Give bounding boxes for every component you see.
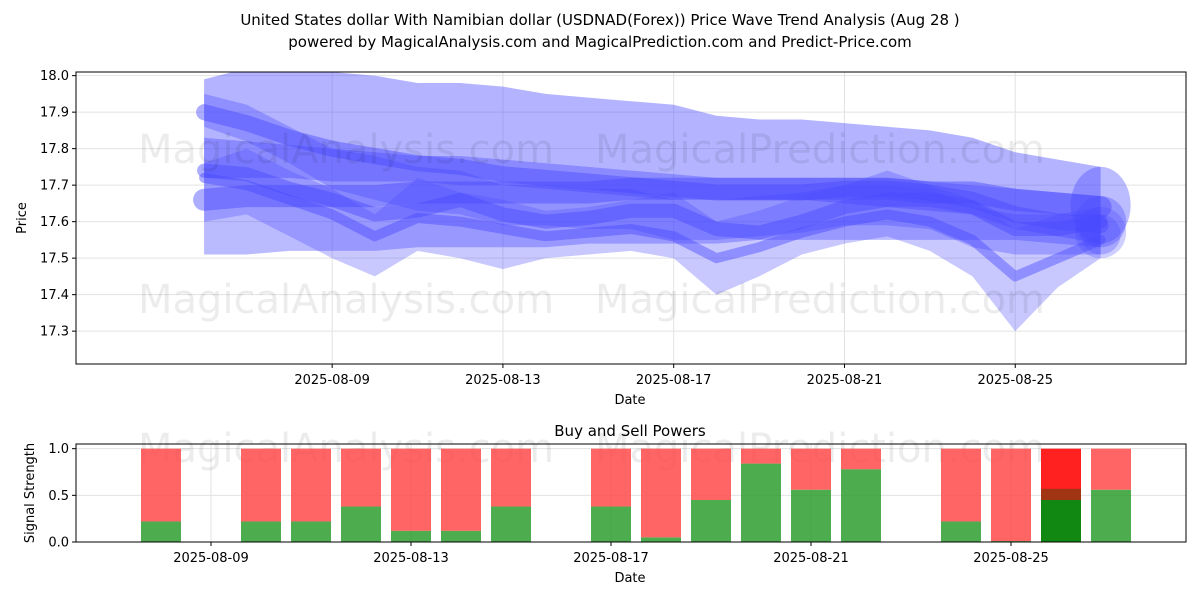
wave-line-1 (197, 163, 1108, 240)
sell-bar-17 (591, 448, 631, 507)
buy-bar-14 (441, 530, 481, 542)
buy-bar-13 (391, 530, 431, 542)
price-y-tick-label: 18.0 (40, 69, 69, 84)
wave-band-2 (204, 148, 1101, 332)
buy-bar-8 (141, 521, 181, 542)
signal-bars (141, 448, 1131, 542)
buy-bar-18 (641, 537, 681, 542)
price-y-tick-label: 17.9 (40, 106, 69, 121)
buy-bar-21 (791, 489, 831, 542)
sell-bar-24 (941, 448, 981, 522)
signal-y-tick-label: 0.5 (48, 489, 69, 504)
wave-band-1 (204, 137, 1101, 255)
price-x-tick-label: 2025-08-13 (465, 373, 541, 388)
wave-band-3 (204, 93, 1101, 255)
signal-x-tick-label: 2025-08-09 (173, 551, 249, 566)
sell-bar-18 (641, 448, 681, 538)
buy-bar-17 (591, 506, 631, 542)
price-y-tick-label: 17.8 (40, 142, 69, 157)
signal-y-tick-label: 1.0 (48, 442, 69, 457)
watermark-prediction-bottom: MagicalPrediction.com (595, 277, 1045, 323)
sell-bar-22 (841, 448, 881, 470)
buy-bar-19 (691, 500, 731, 542)
sell-bar-20 (741, 448, 781, 464)
buy-bar-24 (941, 521, 981, 542)
sell-bar-12 (341, 448, 381, 507)
sell-bar-13 (391, 448, 431, 531)
chart-subtitle: powered by MagicalAnalysis.com and Magic… (288, 33, 912, 51)
price-y-tick-label: 17.5 (40, 252, 69, 267)
wave-band-0 (204, 72, 1101, 244)
watermark-analysis-bottom: MagicalAnalysis.com (138, 277, 554, 323)
buy-bar-22 (841, 469, 881, 542)
sell-bar-10 (241, 448, 281, 522)
signal-x-axis-label: Date (614, 571, 645, 586)
signal-plot-frame (75, 443, 1187, 543)
sell-bar-14 (441, 448, 481, 531)
sell-bar-11 (291, 448, 331, 522)
chart-title: United States dollar With Namibian dolla… (240, 11, 959, 29)
buy-bar-12 (341, 506, 381, 542)
signal-x-tick-label: 2025-08-25 (973, 551, 1049, 566)
signal-y-tick-label: 0.0 (48, 536, 69, 551)
signal-y-axis-label: Signal Strength (23, 443, 38, 543)
wave-band-cap-2 (1075, 207, 1127, 259)
price-y-tick-label: 17.6 (40, 215, 69, 230)
price-x-tick-label: 2025-08-17 (636, 373, 712, 388)
buy-bar-20 (741, 463, 781, 542)
price-x-axis-label: Date (614, 393, 645, 408)
buy-bar-27 (1091, 489, 1131, 542)
price-y-tick-label: 17.7 (40, 179, 69, 194)
price-grid (76, 72, 1186, 364)
price-panel: MagicalAnalysis.com MagicalPrediction.co… (15, 69, 1187, 408)
wave-line-3 (199, 172, 1106, 282)
price-axes: 17.3 17.4 17.5 17.6 17.7 17.8 17.9 18.0 2025-08-… (40, 69, 1053, 388)
sell-bar-27 (1091, 448, 1131, 490)
watermark-prediction-top: MagicalPrediction.com (595, 127, 1045, 173)
price-watermarks: MagicalAnalysis.com MagicalPrediction.co… (138, 127, 1045, 323)
buy-bar-10 (241, 521, 281, 542)
price-x-tick-label: 2025-08-09 (294, 373, 370, 388)
price-y-axis-label: Price (15, 202, 30, 234)
watermark-analysis-top: MagicalAnalysis.com (138, 127, 554, 173)
price-y-tick-label: 17.4 (40, 288, 69, 303)
wave-line-2 (196, 104, 1109, 234)
price-wave-marks (193, 72, 1131, 332)
wave-band-cap-3 (1080, 214, 1121, 255)
wave-line-0 (193, 177, 1112, 219)
signal-x-tick-label: 2025-08-17 (573, 551, 649, 566)
price-plot-frame (75, 71, 1187, 365)
overlap-band-26 (1041, 488, 1081, 500)
signal-x-tick-label: 2025-08-21 (773, 551, 849, 566)
buy-bar-11 (291, 521, 331, 542)
signal-x-tick-label: 2025-08-13 (373, 551, 449, 566)
sell-bar-15 (491, 448, 531, 507)
sell-bar-21 (791, 448, 831, 490)
wave-band-cap-0 (1070, 166, 1131, 244)
signal-chart-title: Buy and Sell Powers (554, 422, 706, 440)
price-x-tick-label: 2025-08-25 (977, 373, 1053, 388)
sell-bar-8 (141, 448, 181, 522)
sell-bar-19 (691, 448, 731, 500)
price-y-tick-label: 17.3 (40, 325, 69, 340)
price-x-tick-label: 2025-08-21 (807, 373, 883, 388)
sell-bar-25 (991, 448, 1031, 542)
wave-band-cap-1 (1075, 196, 1127, 248)
signal-panel: Buy and Sell Powers MagicalAnalysis.com … (23, 422, 1187, 586)
buy-bar-15 (491, 506, 531, 542)
signal-axes: 0.0 0.5 1.0 2025-08-09 2025-08-13 2025-08-17 2… (48, 442, 1048, 566)
buy-bar-26 (1041, 500, 1081, 542)
